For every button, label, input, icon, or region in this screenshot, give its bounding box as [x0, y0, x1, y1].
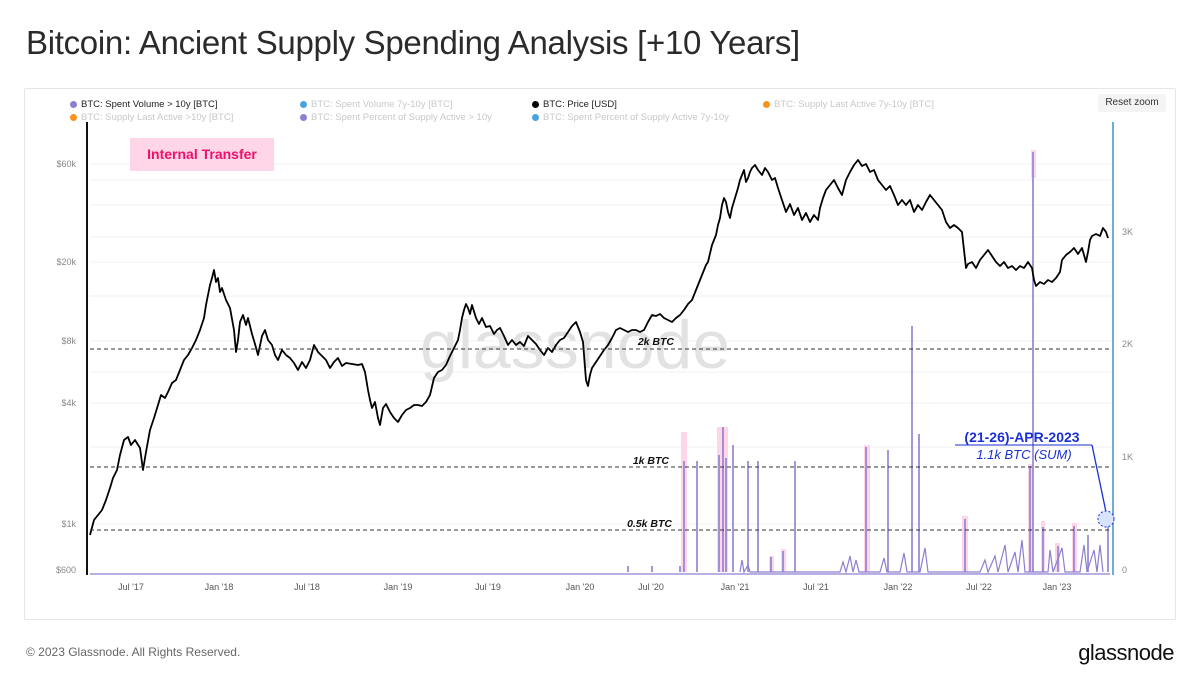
legend-item-supply-active-7y10y[interactable]: BTC: Supply Last Active 7y-10y [BTC] — [763, 99, 934, 110]
internal-transfer-label: Internal Transfer — [130, 138, 274, 171]
legend-dot-icon — [70, 114, 77, 121]
legend-dot-icon — [532, 101, 539, 108]
legend-label: BTC: Supply Last Active >10y [BTC] — [81, 112, 234, 123]
legend-item-supply-active-10y[interactable]: BTC: Supply Last Active >10y [BTC] — [70, 112, 233, 123]
legend-label: BTC: Spent Volume 7y-10y [BTC] — [311, 99, 453, 110]
legend-dot-icon — [70, 101, 77, 108]
legend-label: BTC: Spent Percent of Supply Active 7y-1… — [543, 112, 729, 123]
legend-dot-icon — [763, 101, 770, 108]
legend-dot-icon — [300, 101, 307, 108]
legend-label: BTC: Spent Volume > 10y [BTC] — [81, 99, 218, 110]
reset-zoom-button[interactable]: Reset zoom — [1098, 94, 1166, 112]
legend-label: BTC: Price [USD] — [543, 99, 617, 110]
legend-item-spent-volume-7y10y[interactable]: BTC: Spent Volume 7y-10y [BTC] — [300, 99, 453, 110]
legend-dot-icon — [532, 114, 539, 121]
legend-dot-icon — [300, 114, 307, 121]
legend-label: BTC: Spent Percent of Supply Active > 10… — [311, 112, 492, 123]
legend-label: BTC: Supply Last Active 7y-10y [BTC] — [774, 99, 934, 110]
legend-item-spent-percent-10y[interactable]: BTC: Spent Percent of Supply Active > 10… — [300, 112, 492, 123]
legend-item-spent-percent-7y10y[interactable]: BTC: Spent Percent of Supply Active 7y-1… — [532, 112, 729, 123]
legend-item-price[interactable]: BTC: Price [USD] — [532, 99, 617, 110]
legend-item-spent-volume-10y[interactable]: BTC: Spent Volume > 10y [BTC] — [70, 99, 218, 110]
copyright: © 2023 Glassnode. All Rights Reserved. — [26, 645, 241, 659]
page-title: Bitcoin: Ancient Supply Spending Analysi… — [26, 24, 800, 61]
glassnode-logo: glassnode — [1078, 640, 1174, 665]
